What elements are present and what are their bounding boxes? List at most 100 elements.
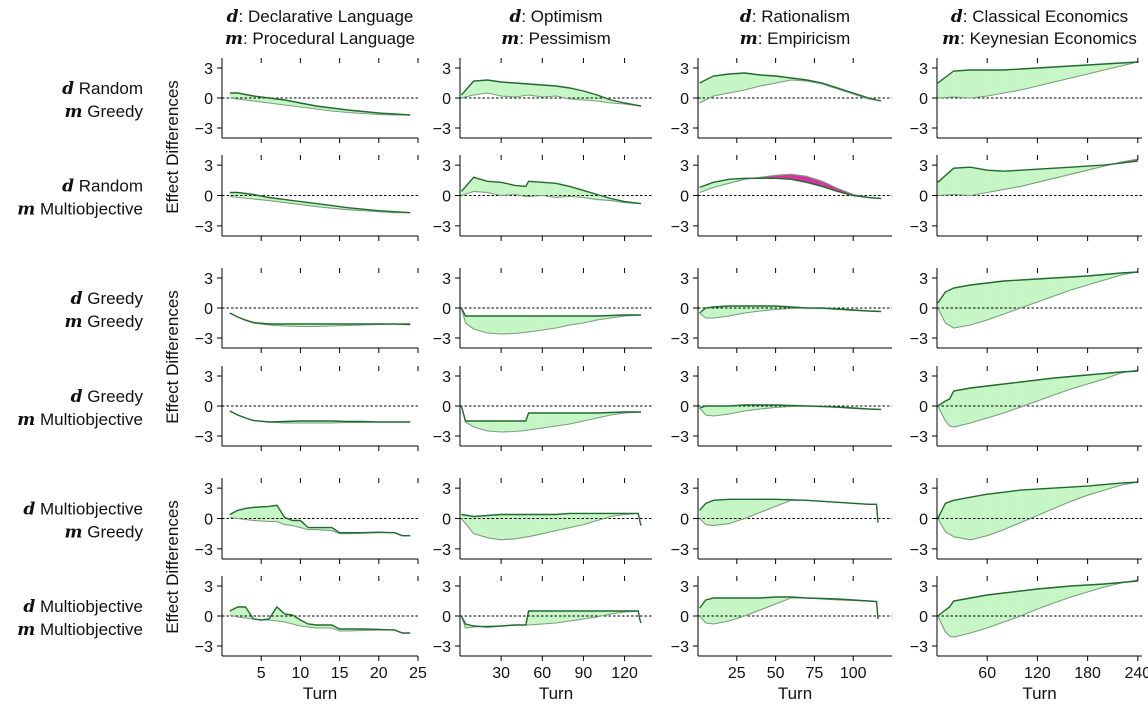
x-tick-label: 100 bbox=[840, 665, 867, 682]
x-tick-label: 240 bbox=[1124, 665, 1148, 682]
y-tick-label: 3 bbox=[919, 158, 928, 175]
y-tick-label: 0 bbox=[204, 91, 213, 108]
y-tick-label: 3 bbox=[442, 369, 451, 386]
fill-d-greater bbox=[292, 615, 301, 626]
fill-d-greater bbox=[542, 611, 556, 624]
fill-d-greater bbox=[1070, 276, 1088, 290]
row-label-m: m Greedy bbox=[65, 523, 144, 543]
panel: 3 0 −3 bbox=[195, 366, 419, 451]
y-axis-label: Effect Differences bbox=[163, 80, 182, 214]
series-m-line bbox=[937, 481, 1138, 541]
x-tick-label: 60 bbox=[978, 665, 996, 682]
fill-d-greater bbox=[597, 412, 611, 418]
y-tick-label: −3 bbox=[195, 219, 213, 236]
panel: 3 0 −3 bbox=[910, 58, 1142, 143]
column-header-m: m: Procedural Language bbox=[225, 29, 415, 49]
y-tick-label: 3 bbox=[442, 158, 451, 175]
fill-d-greater bbox=[1037, 67, 1055, 86]
fill-d-greater bbox=[269, 505, 277, 522]
fill-m-greater bbox=[822, 181, 838, 192]
row-label-m: m Multiobjective bbox=[17, 200, 143, 220]
y-tick-label: 0 bbox=[204, 609, 213, 626]
fill-d-greater bbox=[1087, 64, 1105, 74]
y-tick-label: 3 bbox=[204, 61, 213, 78]
x-axis-label: Turn bbox=[539, 684, 573, 703]
series-d-line bbox=[229, 312, 411, 326]
fill-d-greater bbox=[473, 177, 488, 193]
row-label-d-strategy: Greedy bbox=[83, 387, 144, 406]
x-tick-label: 30 bbox=[492, 665, 510, 682]
fill-d-greater bbox=[501, 182, 515, 196]
series-m-line bbox=[229, 97, 411, 116]
y-tick-label: −3 bbox=[433, 639, 451, 656]
panel: 3 0 −3 bbox=[433, 155, 652, 241]
fill-d-greater bbox=[556, 611, 570, 623]
y-tick-label: 0 bbox=[919, 609, 928, 626]
series-d-line bbox=[937, 61, 1138, 84]
series-m-line bbox=[460, 405, 642, 433]
fill-d-greater bbox=[276, 607, 285, 622]
fill-d-greater bbox=[937, 168, 954, 196]
series-m-line bbox=[937, 271, 1138, 329]
panel: 3 0 −3 bbox=[433, 58, 652, 143]
fill-d-greater bbox=[284, 199, 301, 205]
row-label-d: d Greedy bbox=[71, 387, 144, 407]
fill-d-greater bbox=[528, 611, 543, 625]
row-label-d: d Greedy bbox=[71, 289, 144, 309]
series-d-line bbox=[229, 504, 411, 537]
fill-d-greater bbox=[237, 607, 246, 618]
fill-d-greater bbox=[1037, 488, 1055, 516]
x-axis-label: Turn bbox=[303, 684, 337, 703]
fill-d-greater bbox=[705, 500, 714, 526]
fill-d-greater bbox=[583, 316, 598, 323]
fill-d-greater bbox=[461, 514, 474, 534]
column-header-d: d: Optimism bbox=[509, 7, 602, 27]
row-label-d-strategy: Random bbox=[74, 79, 143, 98]
fill-d-greater bbox=[970, 595, 988, 633]
fill-d-greater bbox=[713, 406, 729, 416]
x-tick-label: 120 bbox=[611, 665, 638, 682]
y-tick-label: 0 bbox=[680, 609, 689, 626]
fill-d-greater bbox=[744, 73, 761, 90]
variable-m: m bbox=[17, 620, 35, 640]
series-d-line bbox=[229, 410, 411, 423]
y-tick-label: 3 bbox=[204, 579, 213, 596]
fill-d-greater bbox=[1003, 69, 1021, 93]
fill-d-greater bbox=[528, 413, 543, 430]
fill-d-greater bbox=[569, 611, 584, 621]
y-tick-label: −3 bbox=[195, 429, 213, 446]
y-tick-label: 3 bbox=[919, 579, 928, 596]
y-axis-label: Effect Differences bbox=[163, 500, 182, 634]
y-tick-label: 0 bbox=[680, 301, 689, 318]
fill-d-greater bbox=[528, 181, 543, 197]
fill-d-greater bbox=[583, 513, 598, 525]
fill-d-greater bbox=[528, 514, 543, 537]
panel: 3 0 −3 25 50 75 100 Turn bbox=[671, 576, 892, 703]
fill-d-greater bbox=[487, 80, 502, 96]
series-d-line bbox=[699, 596, 879, 620]
panel: 3 0 −3 60 120 180 240 Turn bbox=[910, 576, 1148, 703]
column-header-m: m: Pessimism bbox=[501, 29, 611, 49]
fill-d-greater bbox=[501, 421, 515, 432]
variable-d: d bbox=[23, 597, 35, 617]
panel: 3 0 −3 bbox=[910, 268, 1142, 353]
y-tick-label: 3 bbox=[204, 271, 213, 288]
fill-d-greater bbox=[229, 510, 238, 519]
column-header-m-label: : Keynesian Economics bbox=[960, 29, 1137, 48]
column-header-d: d: Classical Economics bbox=[951, 7, 1128, 27]
panel: 3 0 −3 bbox=[671, 366, 892, 451]
series-m-line bbox=[937, 158, 1138, 197]
variable-m: m bbox=[65, 312, 83, 332]
fill-d-greater bbox=[1020, 279, 1038, 308]
fill-d-greater bbox=[1037, 278, 1055, 302]
fill-d-greater bbox=[1020, 380, 1038, 407]
fill-d-greater bbox=[937, 503, 946, 532]
y-tick-label: 0 bbox=[919, 399, 928, 416]
fill-d-greater bbox=[949, 391, 954, 427]
x-tick-label: 15 bbox=[331, 665, 349, 682]
fill-d-greater bbox=[970, 386, 988, 423]
fill-d-greater bbox=[945, 288, 954, 328]
row-label-m-strategy: Greedy bbox=[83, 312, 144, 331]
y-tick-label: 3 bbox=[442, 271, 451, 288]
